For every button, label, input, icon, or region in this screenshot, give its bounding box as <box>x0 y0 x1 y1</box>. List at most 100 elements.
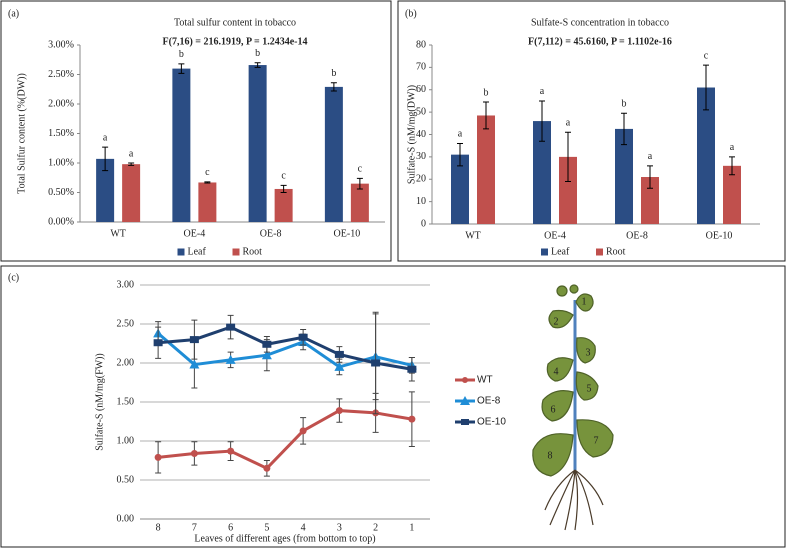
point <box>225 354 236 364</box>
x-tick-label: 8 <box>156 522 161 533</box>
leaf-label: 1 <box>582 296 587 307</box>
significance-letter: a <box>458 129 463 140</box>
error-bar <box>330 82 337 92</box>
point <box>153 339 163 347</box>
point <box>189 336 199 344</box>
bar <box>559 156 577 224</box>
y-tick-label: 3.00 <box>117 279 135 290</box>
chart-title: Sulfate-S concentration in tobacco <box>531 17 669 28</box>
bar <box>122 164 141 222</box>
x-tick-label: WT <box>110 228 126 239</box>
bar <box>723 165 741 224</box>
y-tick-label: 20 <box>416 174 426 185</box>
leaf-label: 6 <box>551 404 556 415</box>
point <box>262 340 272 348</box>
legend-marker <box>461 419 469 425</box>
x-tick-label: OE-4 <box>184 228 206 239</box>
error-bar <box>483 101 489 130</box>
error-bar <box>102 146 109 172</box>
significance-letter: b <box>484 87 489 98</box>
error-bar <box>178 63 185 74</box>
significance-letter: a <box>730 142 735 153</box>
line <box>157 332 413 369</box>
chart-subtitle: F(7,16) = 216.1919, P = 1.2434e-14 <box>163 36 308 47</box>
error-bar <box>539 100 545 142</box>
point <box>407 365 417 373</box>
y-tick-label: 2.00% <box>48 98 74 109</box>
bar <box>172 68 191 222</box>
significance-letter: b <box>255 48 260 59</box>
x-tick-label: OE-8 <box>260 228 282 239</box>
leaf-label: 3 <box>586 347 591 358</box>
significance-letter: b <box>331 68 336 79</box>
y-tick-label: 10 <box>416 196 426 207</box>
legend-label: Root <box>243 246 263 257</box>
point <box>263 464 271 472</box>
legend-marker <box>460 396 470 405</box>
legend-swatch <box>596 248 603 256</box>
plant <box>532 284 614 531</box>
legend-label: Root <box>606 246 626 257</box>
y-tick-label: 40 <box>416 129 426 140</box>
leaf-label: 8 <box>548 450 553 461</box>
significance-letter: c <box>205 167 210 178</box>
x-tick-label: OE-4 <box>544 230 566 241</box>
legend-label: Leaf <box>551 246 570 257</box>
bar <box>451 154 469 224</box>
y-tick-label: 3.00% <box>48 39 74 50</box>
error-bar <box>703 64 709 111</box>
y-tick-label: 80 <box>416 39 426 50</box>
legend-swatch <box>541 248 548 256</box>
error-bar <box>457 142 463 167</box>
leaf-label: 2 <box>554 316 559 327</box>
panel-frame <box>0 265 786 548</box>
error-bar <box>128 162 135 166</box>
x-axis-label: Leaves of different ages (from bottom to… <box>194 533 375 544</box>
x-tick-label: OE-10 <box>334 228 361 239</box>
x-tick-label: OE-8 <box>626 230 648 241</box>
significance-letter: a <box>103 132 108 143</box>
y-tick-label: 1.50% <box>48 128 74 139</box>
error-bar <box>647 165 653 189</box>
y-tick-label: 0.00% <box>48 216 74 227</box>
significance-letter: b <box>622 99 627 110</box>
y-tick-label: 0.00 <box>117 513 135 524</box>
point <box>154 453 162 461</box>
x-tick-label: 2 <box>373 522 378 533</box>
panel-frame <box>0 0 392 262</box>
legend-marker <box>462 377 468 383</box>
panel-label: (a) <box>8 8 19 19</box>
y-tick-label: 1.00 <box>117 435 135 446</box>
bar <box>198 182 217 222</box>
y-tick-label: 50 <box>416 106 426 117</box>
y-axis-label: Sulfate-S (nM/mg(FW)) <box>94 353 105 451</box>
x-tick-label: 3 <box>337 522 342 533</box>
y-tick-label: 1.50 <box>117 396 135 407</box>
panel-label: (c) <box>8 272 19 283</box>
significance-letter: a <box>566 118 571 129</box>
significance-letter: a <box>129 148 134 159</box>
leaf-label: 7 <box>594 435 599 446</box>
y-tick-label: 2.50% <box>48 69 74 80</box>
plant-labels: 1 2 3 4 5 6 7 8 <box>548 296 599 461</box>
x-tick-label: 4 <box>301 522 306 533</box>
chart-title: Total sulfur content in tobacco <box>174 17 296 28</box>
chart-subtitle: F(7,112) = 45.6160, P = 1.1102e-16 <box>528 36 672 47</box>
bar <box>350 183 369 222</box>
y-tick-label: 70 <box>416 62 426 73</box>
error-bar <box>565 131 571 182</box>
bar <box>96 158 115 222</box>
y-tick-label: 30 <box>416 151 426 162</box>
bar <box>274 188 293 222</box>
legend-label: OE-8 <box>477 396 501 407</box>
error-bar <box>356 177 363 190</box>
point <box>189 359 200 369</box>
bar <box>615 128 633 224</box>
bar <box>477 115 495 224</box>
legend-label: Leaf <box>188 246 207 257</box>
y-tick-label: 0.50 <box>117 474 135 485</box>
error-bar <box>204 181 211 184</box>
significance-letter: a <box>648 151 653 162</box>
